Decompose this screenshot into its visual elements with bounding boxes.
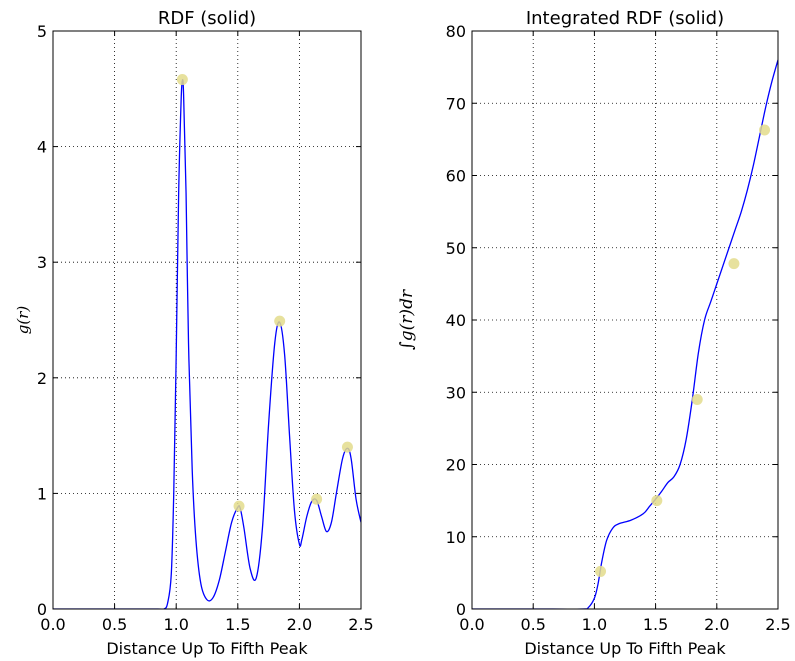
integrated-rdf-x-tick-label: 2.5 xyxy=(765,615,790,634)
rdf-peak-marker xyxy=(176,74,188,86)
integrated-rdf-x-ticks: 0.0 0.5 1.0 1.5 2.0 2.5 xyxy=(459,31,791,634)
integrated-rdf-y-ticks: 0 10 20 30 40 50 60 70 80 xyxy=(446,22,778,619)
rdf-x-tick-label: 2.0 xyxy=(287,615,312,634)
rdf-x-axis-label: Distance Up To Fifth Peak xyxy=(106,639,308,658)
rdf-peak-marker xyxy=(233,500,245,512)
rdf-y-ticks: 0 1 2 3 4 5 xyxy=(37,22,361,619)
integrated-rdf-x-axis-label: Distance Up To Fifth Peak xyxy=(524,639,726,658)
integrated-rdf-x-tick-label: 0.0 xyxy=(459,615,484,634)
rdf-y-axis-label: g(r) xyxy=(14,306,32,335)
integrated-rdf-gridlines xyxy=(472,31,778,609)
rdf-peak-marker xyxy=(274,315,286,327)
rdf-y-tick-label: 1 xyxy=(37,484,47,503)
rdf-chart-title: RDF (solid) xyxy=(158,8,256,29)
integrated-rdf-y-tick-label: 70 xyxy=(446,94,466,113)
integrated-rdf-y-axis-label: ∫g(r)dr xyxy=(397,289,417,350)
rdf-x-tick-label: 0.0 xyxy=(40,615,65,634)
rdf-x-tick-label: 1.0 xyxy=(163,615,188,634)
rdf-x-tick-label: 0.5 xyxy=(102,615,127,634)
integrated-rdf-x-tick-label: 1.5 xyxy=(643,615,668,634)
rdf-peak-marker xyxy=(341,441,353,453)
integrated-rdf-peak-marker xyxy=(595,565,607,577)
integrated-rdf-series xyxy=(472,59,778,609)
integrated-rdf-x-tick-label: 2.0 xyxy=(704,615,729,634)
rdf-peak-marker xyxy=(311,493,323,505)
rdf-x-tick-label: 2.5 xyxy=(348,615,373,634)
integrated-rdf-x-tick-label: 1.0 xyxy=(582,615,607,634)
rdf-y-tick-label: 2 xyxy=(37,369,47,388)
integrated-rdf-chart: Integrated RDF (solid) 0.0 0.5 1.0 1.5 2.0 2.… xyxy=(397,8,791,658)
rdf-y-tick-label: 3 xyxy=(37,253,47,272)
integrated-rdf-y-tick-label: 30 xyxy=(446,383,466,402)
integrated-rdf-peak-markers xyxy=(595,124,771,577)
integrated-rdf-y-tick-label: 0 xyxy=(456,600,466,619)
integrated-rdf-chart-title: Integrated RDF (solid) xyxy=(526,8,724,29)
integrated-rdf-y-tick-label: 40 xyxy=(446,311,466,330)
rdf-x-ticks: 0.0 0.5 1.0 1.5 2.0 2.5 xyxy=(40,31,374,634)
integrated-rdf-peak-marker xyxy=(728,258,740,270)
rdf-gridlines xyxy=(53,31,361,609)
integrated-rdf-y-tick-label: 50 xyxy=(446,239,466,258)
integrated-rdf-y-tick-label: 10 xyxy=(446,528,466,547)
integrated-rdf-x-tick-label: 0.5 xyxy=(520,615,545,634)
integrated-rdf-peak-marker xyxy=(759,124,771,136)
integrated-rdf-peak-marker xyxy=(691,393,703,405)
rdf-peak-markers xyxy=(176,74,353,512)
rdf-y-tick-label: 4 xyxy=(37,138,47,157)
integrated-rdf-peak-marker xyxy=(651,495,663,507)
rdf-plot-frame xyxy=(52,30,362,610)
rdf-curve xyxy=(53,79,361,609)
rdf-chart: RDF (solid) 0.0 0.5 1.0 1.5 2.0 2.5 0 1 2 3 4 5 Di… xyxy=(14,8,374,658)
integrated-rdf-y-tick-label: 80 xyxy=(446,22,466,41)
rdf-y-tick-label: 0 xyxy=(37,600,47,619)
integrated-rdf-y-tick-label: 60 xyxy=(446,167,466,186)
rdf-series xyxy=(53,79,361,609)
integrated-rdf-y-tick-label: 20 xyxy=(446,456,466,475)
integrated-rdf-curve xyxy=(472,59,778,609)
rdf-y-tick-label: 5 xyxy=(37,22,47,41)
rdf-x-tick-label: 1.5 xyxy=(225,615,250,634)
